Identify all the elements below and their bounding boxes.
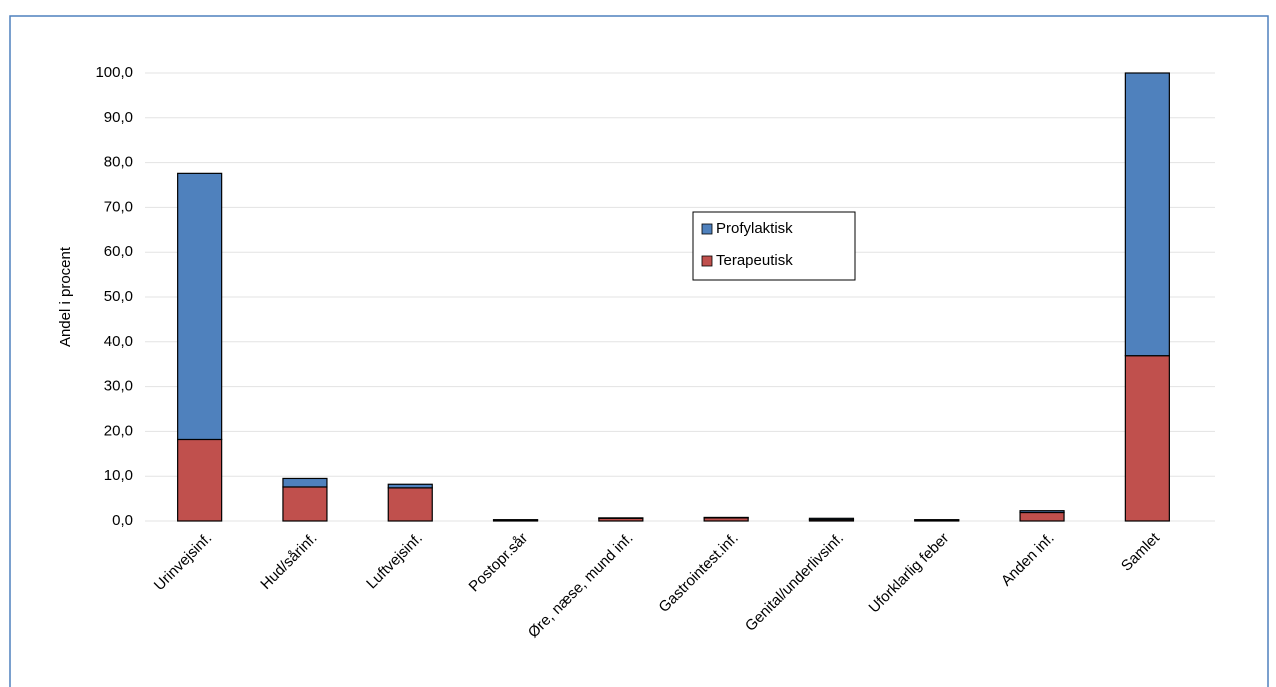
- legend-box: [692, 211, 856, 281]
- bar-segment: [387, 487, 433, 522]
- x-tick-label: Gastrointest.inf.: [655, 530, 741, 616]
- x-tick-label: Postopr.sår: [466, 530, 532, 596]
- bar-segment: [1019, 511, 1065, 522]
- bar-segment: [808, 517, 855, 521]
- x-tick-label: Luftvejsinf.: [363, 530, 426, 593]
- y-tick-label: 90,0: [104, 109, 133, 126]
- y-tick-label: 100,0: [95, 64, 133, 81]
- x-tick-label: Uforklarlig feber: [865, 530, 952, 617]
- x-tick-label: Samlet: [1118, 529, 1164, 575]
- bar-segment: [282, 477, 328, 488]
- x-tick-label: Anden inf.: [998, 530, 1058, 590]
- x-tick-label: Øre, næse, mund inf.: [525, 530, 637, 642]
- bar-segment: [282, 486, 328, 522]
- legend-swatch: [701, 223, 713, 235]
- y-tick-label: 30,0: [104, 378, 133, 395]
- y-tick-label: 10,0: [104, 467, 133, 484]
- x-tick-label: Urinvejsinf.: [151, 530, 215, 594]
- x-tick-label: Hud/sårinf.: [257, 530, 320, 593]
- y-tick-label: 50,0: [104, 288, 133, 305]
- bar-segment: [177, 172, 223, 441]
- legend-swatch: [701, 255, 713, 267]
- legend-label: Terapeutisk: [716, 252, 793, 269]
- bar-segment: [1124, 355, 1170, 522]
- bar-segment: [387, 483, 433, 489]
- y-tick-label: 0,0: [112, 512, 133, 529]
- x-tick-label: Genital/underlivsinf.: [742, 530, 847, 635]
- y-tick-label: 80,0: [104, 154, 133, 171]
- y-tick-label: 70,0: [104, 198, 133, 215]
- legend-label: Profylaktisk: [716, 220, 793, 237]
- y-tick-label: 40,0: [104, 333, 133, 350]
- y-tick-label: 60,0: [104, 243, 133, 260]
- y-axis-label: Andel i procent: [57, 246, 74, 347]
- frame: [9, 15, 1269, 687]
- bar-segment: [1124, 72, 1170, 357]
- y-tick-label: 20,0: [104, 422, 133, 439]
- bar-segment: [177, 438, 223, 522]
- bar-segment: [1019, 510, 1065, 514]
